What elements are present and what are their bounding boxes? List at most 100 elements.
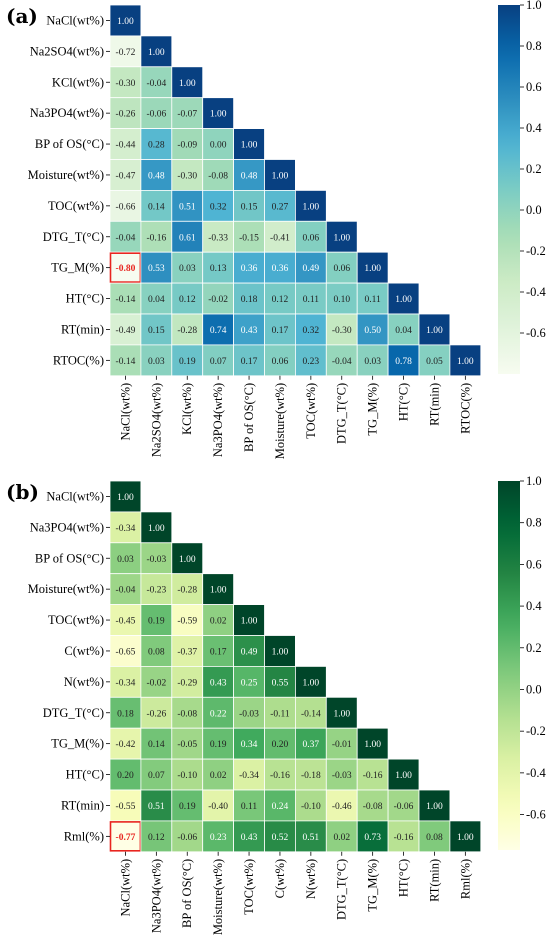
cell-value-label: 0.12 [272, 295, 289, 305]
column-label: RT(min) [427, 859, 441, 902]
cell-value-label: -0.18 [301, 771, 321, 781]
cell-value-label: -0.04 [332, 357, 352, 367]
heatmap-cell [325, 727, 358, 760]
cell-value-label: -0.14 [301, 709, 321, 719]
cell-value-label: -0.66 [116, 202, 136, 212]
heatmap-cell [171, 542, 204, 575]
heatmap-cell [109, 480, 142, 513]
heatmap-cell [356, 282, 389, 315]
cell-value-label: 0.37 [303, 740, 320, 750]
heatmap-cell [202, 128, 234, 160]
colorbar-tick-label: -0.2 [526, 724, 546, 738]
cell-value-label: -0.26 [146, 709, 166, 719]
cell-value-label: 0.19 [179, 802, 196, 812]
colorbar-tick-label: 0.8 [526, 516, 542, 530]
row-label: RTOC(%) [53, 353, 104, 367]
heatmap-cell [233, 789, 265, 822]
cell-value-label: -0.14 [116, 295, 136, 305]
row-label: Na2SO4(wt%) [30, 44, 104, 58]
cell-value-label: 0.05 [426, 357, 443, 367]
cell-value-label: 1.00 [241, 141, 258, 151]
cell-value-label: -0.30 [116, 79, 136, 89]
heatmap-cell [325, 696, 358, 729]
heatmap-cell [171, 604, 204, 636]
heatmap-cell [264, 727, 296, 760]
cell-value-label: 1.00 [210, 586, 227, 596]
heatmap-cell [171, 820, 204, 853]
cell-value-label: 0.73 [364, 833, 381, 843]
cell-value-label: 0.19 [148, 617, 165, 627]
cell-value-label: -0.01 [332, 740, 352, 750]
row-label: NaCl(wt%) [46, 489, 104, 503]
cell-value-label: -0.06 [146, 110, 166, 120]
row-label: NaCl(wt%) [46, 13, 104, 27]
cell-value-label: 0.15 [148, 326, 165, 336]
row-label: C(wt%) [64, 644, 104, 658]
heatmap-cell [109, 344, 142, 377]
cell-value-label: -0.05 [177, 740, 197, 750]
cell-value-label: 0.12 [179, 295, 196, 305]
cell-value-label: -0.15 [239, 233, 259, 243]
cell-value-label: -0.11 [270, 709, 290, 719]
heatmap-cell [171, 66, 204, 99]
cell-value-label: 0.14 [148, 202, 165, 212]
row-label: TOC(wt%) [48, 613, 104, 627]
column-label: Na3PO4(wt%) [211, 383, 225, 457]
cell-value-label: -0.72 [116, 48, 136, 58]
heatmap-cell [109, 35, 142, 68]
cell-value-label: 1.00 [426, 802, 443, 812]
heatmap-cell [294, 666, 327, 698]
cell-value-label: -0.34 [239, 771, 259, 781]
row-label: HT(°C) [66, 292, 104, 306]
heatmap-cell [202, 696, 234, 729]
cell-value-label: 0.32 [303, 326, 320, 336]
heatmap-cell [325, 758, 358, 791]
cell-value-label: 0.07 [148, 771, 165, 781]
cell-value-label: -0.10 [301, 802, 321, 812]
colorbar-tick-label: 0.6 [526, 80, 542, 94]
row-label: RT(min) [61, 322, 104, 336]
cell-value-label: 0.12 [148, 833, 165, 843]
cell-value-label: 0.08 [148, 647, 165, 657]
cell-value-label: -0.07 [177, 110, 197, 120]
cell-value-label: 0.11 [303, 295, 320, 305]
cell-value-label: -0.23 [146, 586, 166, 596]
cell-value-label: 1.00 [364, 264, 381, 274]
cell-value-label: 1.00 [303, 202, 320, 212]
cell-value-label: 0.32 [210, 202, 227, 212]
column-label: TG_M(%) [366, 859, 380, 912]
cell-value-label: 0.48 [241, 171, 258, 181]
row-label: Rml(%) [64, 829, 104, 843]
cell-value-label: 0.48 [148, 171, 165, 181]
cell-value-label: -0.28 [177, 326, 197, 336]
heatmap-cell [387, 282, 420, 315]
row-label: Moisture(wt%) [28, 168, 104, 182]
heatmap-cell [109, 251, 142, 284]
cell-value-label: 1.00 [364, 740, 381, 750]
cell-value-label: -0.02 [146, 678, 166, 688]
cell-value-label: -0.26 [116, 110, 136, 120]
row-label: RT(min) [61, 798, 104, 812]
cell-value-label: -0.08 [208, 171, 228, 181]
column-label: RTOC(%) [458, 383, 472, 434]
row-label: TG_M(%) [51, 737, 104, 751]
heatmap-cell [264, 189, 296, 222]
cell-value-label: 0.08 [426, 833, 443, 843]
heatmap-cell [202, 97, 234, 129]
heatmap-cell [109, 573, 142, 606]
row-label: BP of OS(°C) [35, 551, 104, 565]
cell-value-label: 0.74 [210, 326, 227, 336]
cell-value-label: -0.34 [116, 678, 136, 688]
heatmap-cell [233, 635, 265, 667]
cell-value-label: 0.07 [210, 357, 227, 367]
cell-value-label: -0.42 [116, 740, 136, 750]
cell-value-label: -0.03 [146, 555, 166, 565]
cell-value-label: 0.23 [303, 357, 320, 367]
cell-value-label: 0.50 [364, 326, 381, 336]
cell-value-label: 0.17 [241, 357, 258, 367]
heatmap-cell [264, 159, 296, 191]
column-label: BP of OS(°C) [242, 383, 256, 452]
heatmap-cell [325, 220, 358, 253]
cell-value-label: -0.28 [177, 586, 197, 596]
column-label: HT(°C) [397, 383, 411, 421]
